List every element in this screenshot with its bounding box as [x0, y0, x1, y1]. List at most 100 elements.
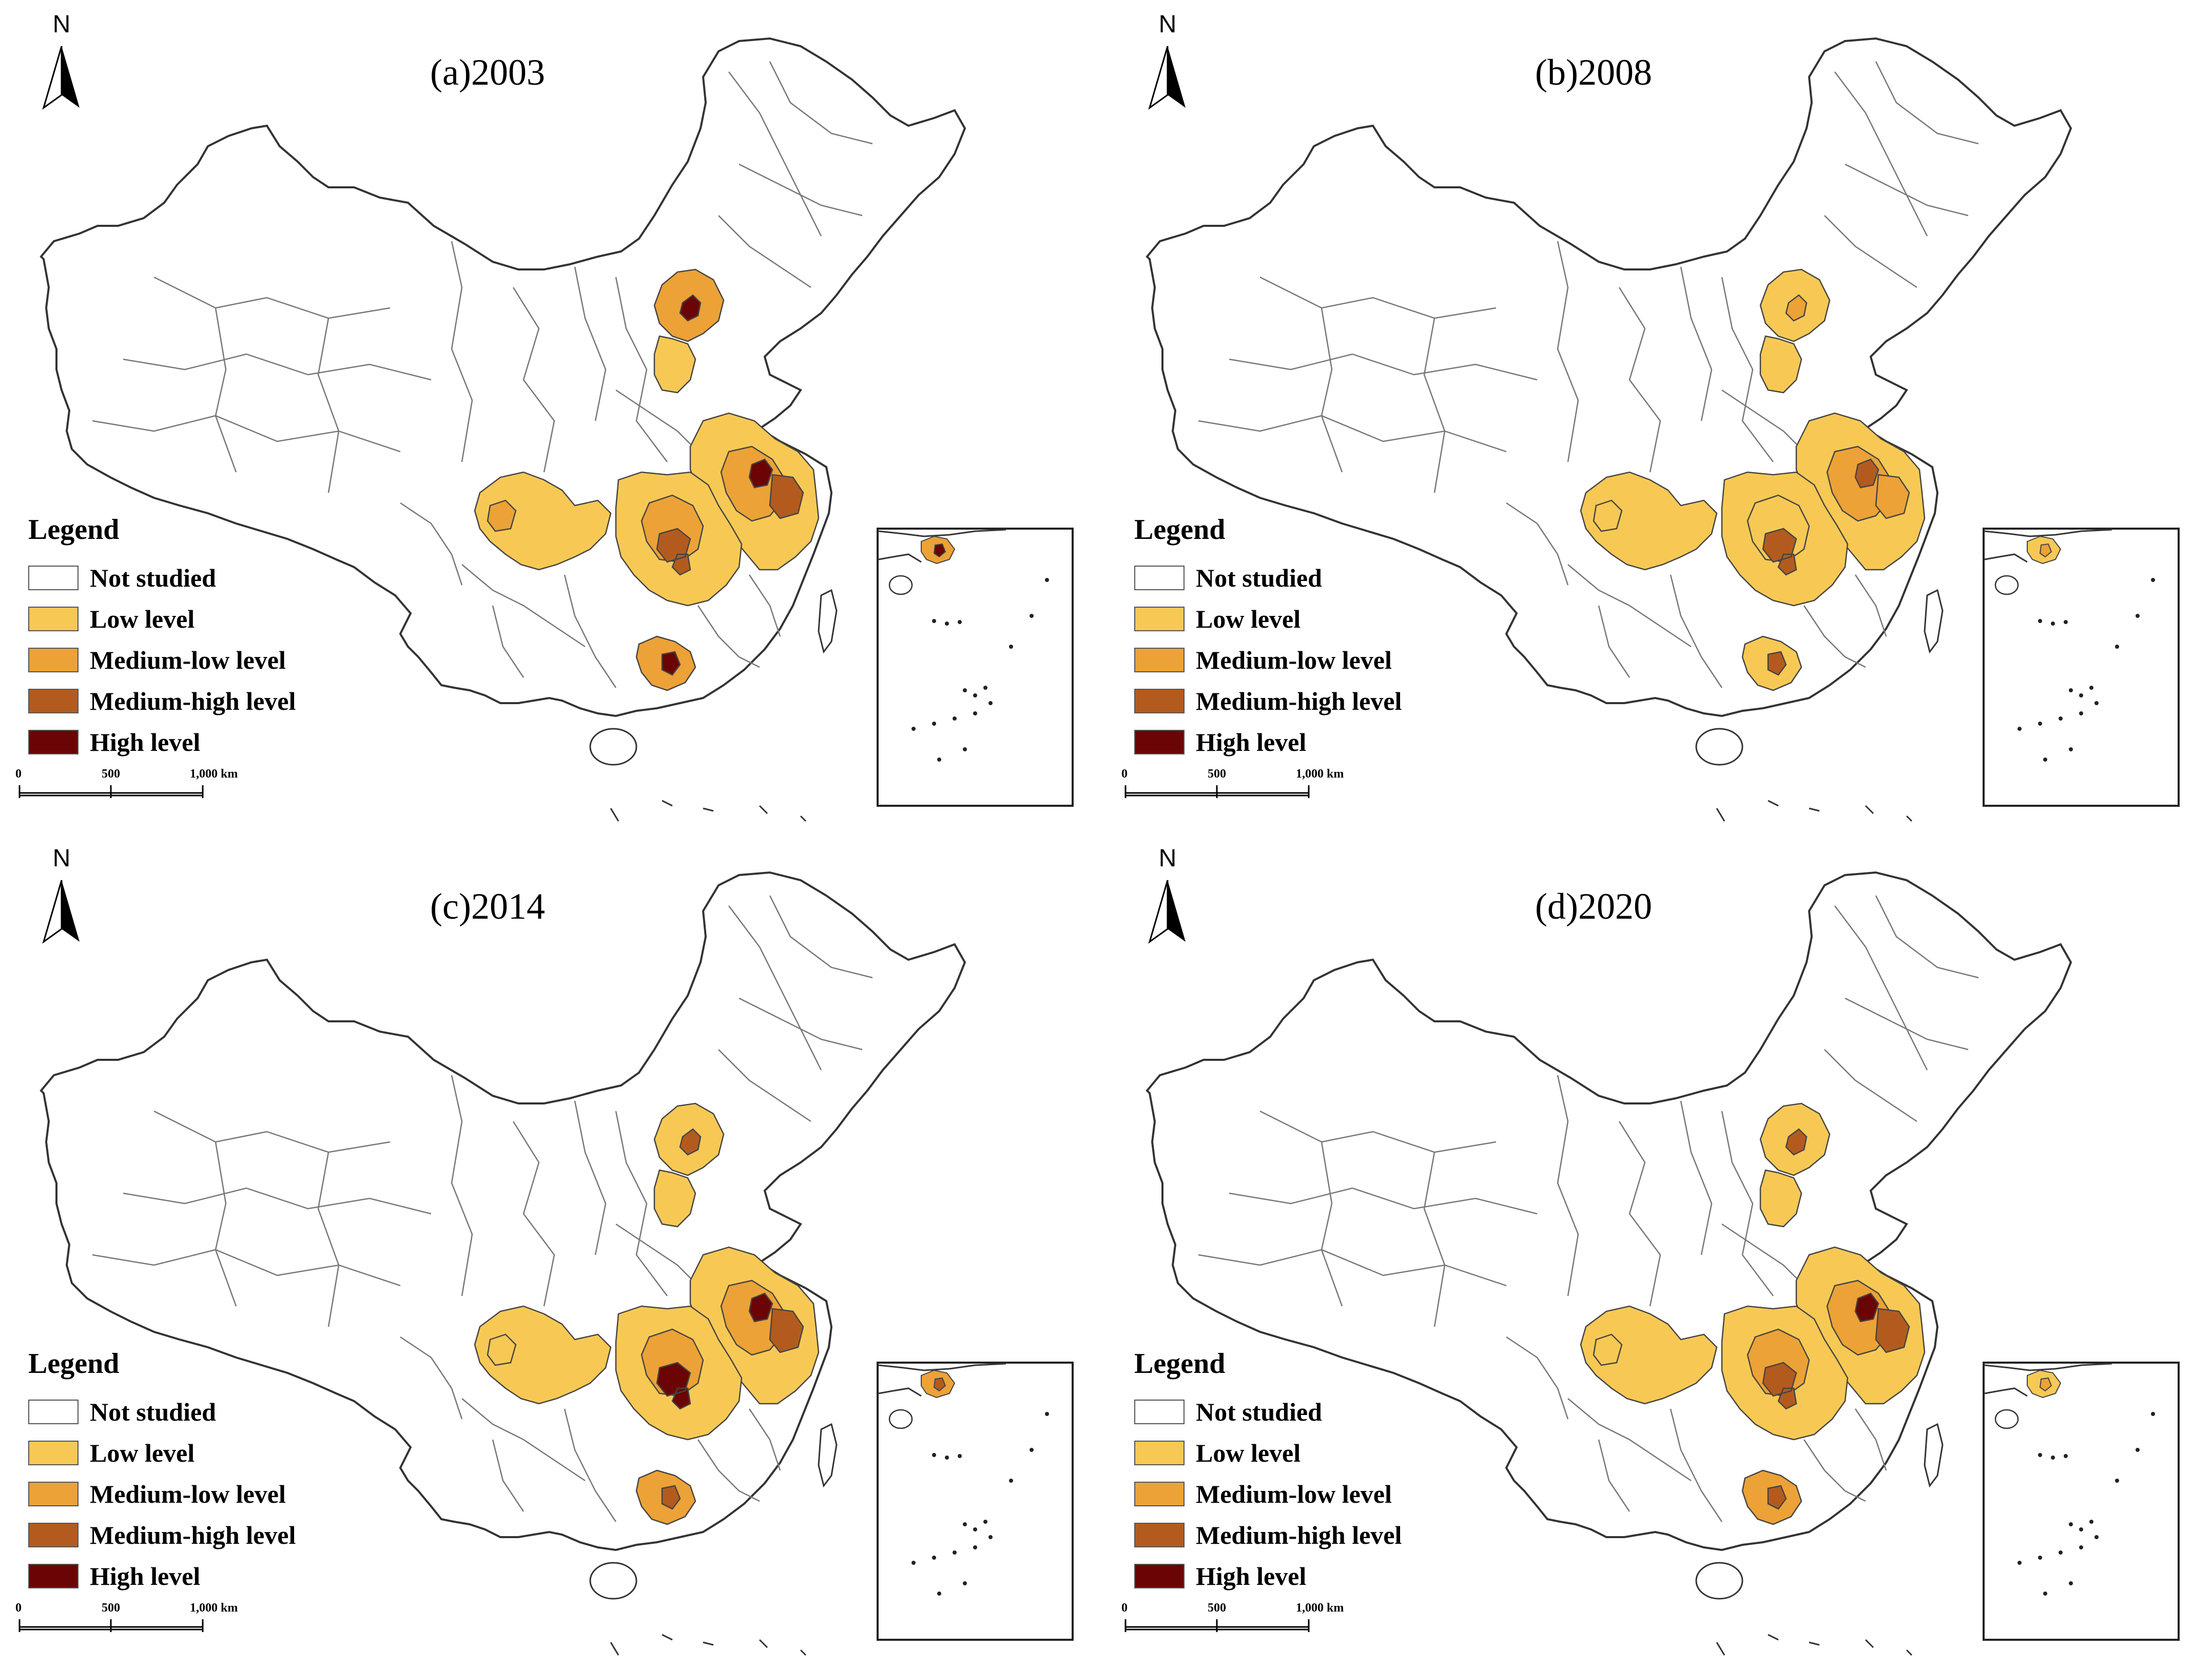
inset-island — [953, 1550, 957, 1555]
legend-swatch — [1134, 1482, 1185, 1506]
internal-boundary — [461, 564, 586, 648]
region-delta-east — [1875, 1308, 1910, 1353]
internal-boundary — [1557, 1075, 1579, 1296]
north-arrow-icon — [1168, 880, 1186, 942]
internal-boundary — [697, 605, 760, 668]
region-jingjinji-south — [1759, 1169, 1802, 1228]
internal-boundary — [739, 997, 863, 1051]
north-label: N — [52, 11, 71, 38]
taiwan-island — [818, 589, 838, 654]
inset-inset-core — [2039, 1377, 2052, 1392]
inset-island — [2043, 758, 2047, 762]
legend-swatch — [1134, 1400, 1185, 1424]
internal-boundary — [1803, 605, 1866, 668]
inset-island — [963, 747, 967, 751]
map-canvas — [1124, 871, 2180, 1656]
internal-boundary — [769, 895, 873, 979]
internal-boundary — [1854, 574, 1887, 637]
scale-tick-label: 500 — [102, 767, 120, 781]
north-arrow-icon — [1168, 46, 1186, 108]
inset-map-frame — [1983, 528, 2180, 807]
inset-coastline — [1984, 1363, 2112, 1397]
north-label: N — [52, 845, 71, 872]
internal-boundary — [615, 1111, 668, 1296]
legend-item-high: High level — [1134, 722, 1493, 763]
internal-boundary — [123, 353, 432, 381]
region-delta-east — [769, 1308, 804, 1353]
boundary-dash — [1768, 800, 1779, 807]
inset-island — [983, 686, 987, 690]
internal-boundary — [615, 1223, 698, 1286]
legend-item-high: High level — [1134, 1556, 1493, 1597]
hainan-island — [1695, 728, 1743, 766]
inset-island — [932, 722, 936, 726]
taiwan-island — [1924, 1423, 1944, 1488]
inset-island — [2043, 1592, 2047, 1596]
legend-title: Legend — [28, 1348, 120, 1380]
legend-swatch — [28, 1523, 79, 1547]
boundary-dash — [759, 1639, 768, 1648]
inset-island — [2151, 578, 2155, 582]
region-pearl-core — [1767, 651, 1787, 676]
legend-swatch — [28, 1564, 79, 1588]
inset-island — [2069, 1522, 2073, 1526]
boundary-dash — [1809, 807, 1820, 812]
internal-boundary — [1670, 574, 1723, 688]
legend-swatch — [28, 730, 79, 754]
legend: Legend Not studied Low level Medium-low lev… — [28, 513, 387, 763]
internal-boundary — [574, 266, 607, 421]
internal-boundary — [1721, 389, 1804, 452]
north-label: N — [1158, 845, 1177, 872]
boundary-dash — [610, 808, 619, 822]
region-central-hubs — [1762, 528, 1797, 576]
boundary-dash — [1716, 808, 1725, 822]
inset-island — [963, 688, 967, 692]
boundary-dash — [1768, 1634, 1779, 1641]
region-jingjinji-south — [653, 1169, 696, 1228]
internal-boundary — [317, 1152, 340, 1327]
hainan-island — [1695, 1562, 1743, 1600]
inset-island — [2038, 1556, 2042, 1560]
hainan-island — [589, 728, 637, 766]
internal-boundary — [1506, 502, 1569, 586]
inset-island — [973, 1527, 977, 1531]
panel-title: (c)2014 — [430, 886, 545, 927]
legend: Legend Not studied Low level Medium-low lev… — [1134, 513, 1493, 763]
boundary-dash — [1809, 1641, 1820, 1646]
legend-swatch — [28, 1400, 79, 1424]
inset-inset-core — [2039, 543, 2052, 558]
inset-island — [958, 1454, 962, 1458]
legend-swatch — [1134, 1441, 1185, 1465]
region-jingjinji-core — [679, 1128, 702, 1156]
boundary-dash — [800, 815, 807, 822]
legend: Legend Not studied Low level Medium-low lev… — [1134, 1347, 1493, 1597]
legend-item-not-studied: Not studied — [1134, 1391, 1493, 1432]
inset-island — [973, 1545, 977, 1549]
boundary-dash — [1716, 1642, 1725, 1656]
region-jingjinji-core — [1785, 294, 1808, 322]
legend-item-medium-high: Medium-high level — [28, 681, 387, 722]
legend-label: Low level — [1196, 605, 1301, 633]
taiwan-island — [1924, 589, 1944, 654]
legend-label: Not studied — [90, 1398, 216, 1426]
inset-hainan — [888, 1409, 913, 1429]
region-jingjinji-core — [679, 294, 702, 322]
legend-item-low: Low level — [28, 598, 387, 639]
internal-boundary — [1803, 1439, 1866, 1502]
map-canvas — [1124, 37, 2180, 822]
internal-boundary — [1834, 905, 1928, 1071]
internal-boundary — [1423, 318, 1446, 493]
inset-coastline — [878, 1363, 1006, 1397]
internal-boundary — [461, 1398, 586, 1482]
legend-item-low: Low level — [1134, 1432, 1493, 1473]
legend-label: Not studied — [1196, 564, 1322, 592]
inset-island — [973, 693, 977, 697]
region-central-hubs — [656, 528, 691, 576]
internal-boundary — [123, 1187, 432, 1215]
boundary-dash — [662, 1634, 673, 1641]
inset-island — [911, 1561, 916, 1565]
legend-item-medium-high: Medium-high level — [1134, 1515, 1493, 1556]
scale-bar — [1124, 785, 1310, 798]
north-arrow-icon — [1148, 880, 1169, 944]
legend-title: Legend — [28, 514, 120, 546]
